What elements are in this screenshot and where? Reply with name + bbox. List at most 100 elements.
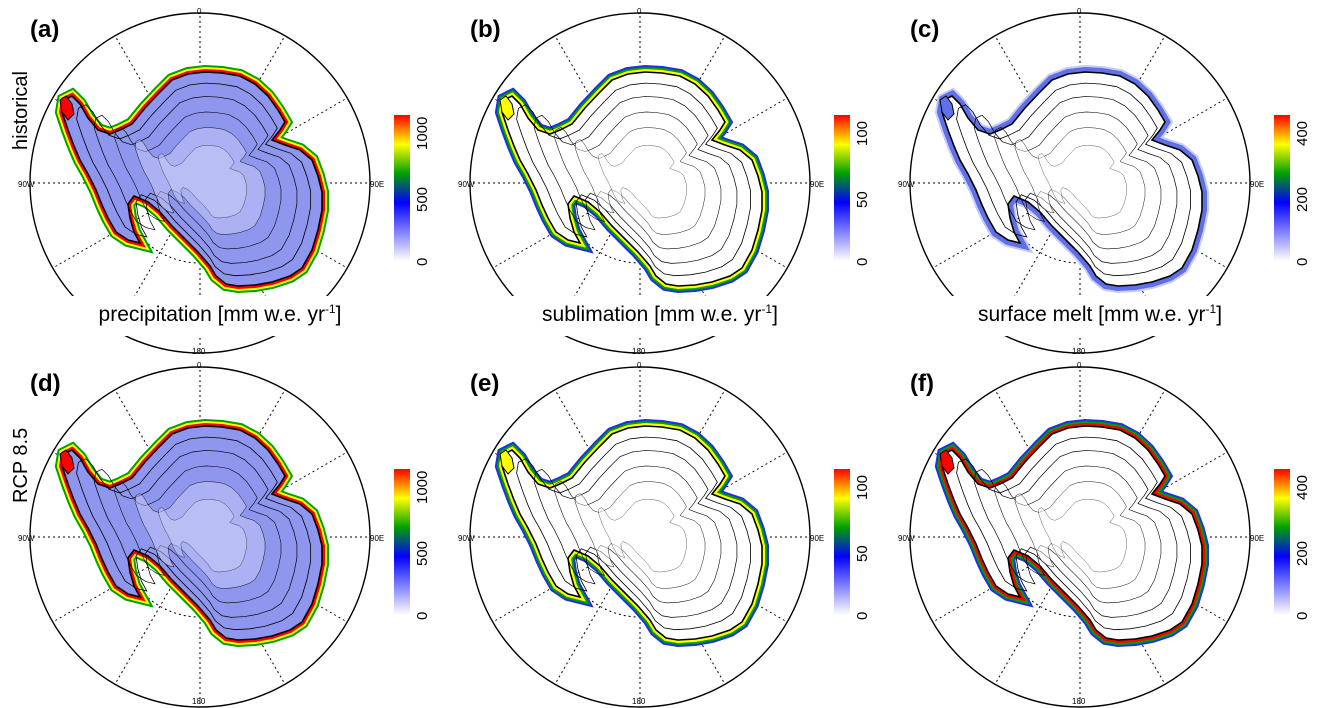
map-boundary-circle xyxy=(469,366,811,708)
longitude-label-right: 90E xyxy=(370,534,385,543)
longitude-label-right: 90E xyxy=(810,180,825,189)
longitude-label-bottom: 180 xyxy=(632,697,646,706)
map-boundary-circle xyxy=(29,366,371,708)
longitude-label-left: 90W xyxy=(458,534,475,543)
colorbar-tick-label: 200 xyxy=(1294,540,1311,566)
row-label-historical: historical xyxy=(10,71,32,150)
longitude-label-top: 0 xyxy=(1077,361,1082,370)
colorbar-tick-label: 0 xyxy=(854,257,871,266)
polar-map xyxy=(469,12,850,354)
longitude-label-left: 90W xyxy=(898,534,915,543)
longitude-label-right: 90E xyxy=(370,180,385,189)
map-boundary-circle xyxy=(29,12,371,354)
elevation-contour xyxy=(533,96,738,264)
colorbar xyxy=(394,469,410,615)
elevation-contour xyxy=(114,465,282,604)
peninsula xyxy=(939,95,955,121)
elevation-contour xyxy=(76,82,312,277)
elevation-contour xyxy=(956,436,1192,631)
coastline xyxy=(501,71,763,287)
map-boundary-circle xyxy=(909,12,1251,354)
colorbar-tick-label: 100 xyxy=(854,474,871,500)
panel-tag: (a) xyxy=(30,16,60,43)
longitude-label-bottom: 180 xyxy=(632,347,646,356)
panel-a: (a) 0 180 90W 90E 0 500 1000 precipitation [mm w… xyxy=(0,0,440,356)
variable-label-exponent: -1 xyxy=(1205,302,1217,316)
longitude-label-right: 90E xyxy=(1250,534,1265,543)
panel-tag: (e) xyxy=(470,370,500,397)
panel-e: (e) 0 180 90W 90E 0 50 100 xyxy=(440,354,880,708)
elevation-contour xyxy=(956,82,1192,277)
variable-label: surface melt [mm w.e. yr-1] xyxy=(880,302,1319,327)
map-boundary-circle xyxy=(909,366,1251,708)
label-background xyxy=(60,296,380,336)
polar-map xyxy=(29,366,410,708)
polar-map xyxy=(29,12,410,354)
polar-map xyxy=(909,12,1290,354)
colorbar xyxy=(1274,115,1290,261)
longitude-label-top: 0 xyxy=(197,361,202,370)
coastline xyxy=(501,425,763,641)
colorbar-tick-label: 1000 xyxy=(414,116,431,150)
longitude-label-right: 90E xyxy=(1250,180,1265,189)
longitude-label-left: 90W xyxy=(458,180,475,189)
map-boundary-circle xyxy=(469,12,811,354)
elevation-contour xyxy=(973,96,1178,264)
panel-f: (f) 0 180 90W 90E 0 200 400 xyxy=(880,354,1319,708)
colorbar-tick-label: 200 xyxy=(1294,186,1311,212)
colorbar-tick-label: 500 xyxy=(414,186,431,212)
elevation-contour xyxy=(1038,499,1127,573)
peninsula xyxy=(59,95,75,121)
peninsula xyxy=(499,449,515,475)
elevation-contour xyxy=(93,450,298,618)
elevation-contour xyxy=(994,465,1162,604)
colorbar-tick-label: 400 xyxy=(1294,474,1311,500)
colorbar-tick-label: 1000 xyxy=(414,470,431,504)
elevation-contour xyxy=(1038,145,1127,219)
colorbar-tick-label: 100 xyxy=(854,120,871,146)
peninsula xyxy=(59,449,75,475)
longitude-label-left: 90W xyxy=(898,180,915,189)
elevation-contour xyxy=(516,82,752,277)
row-label-rcp85: RCP 8.5 xyxy=(10,427,32,503)
elevation-contour xyxy=(76,436,312,631)
longitude-label-top: 0 xyxy=(637,7,642,16)
elevation-contour xyxy=(598,499,687,573)
elevation-contour xyxy=(973,450,1178,618)
panel-d: (d) 0 180 90W 90E 0 500 1000 xyxy=(0,354,440,708)
longitude-label-bottom: 180 xyxy=(192,347,206,356)
longitude-label-left: 90W xyxy=(18,180,35,189)
colorbar-tick-label: 500 xyxy=(414,540,431,566)
coastline xyxy=(941,425,1203,641)
colorbar-tick-label: 50 xyxy=(854,191,871,208)
variable-label-text: precipitation [mm w.e. yr xyxy=(98,303,325,326)
elevation-contour xyxy=(533,450,738,618)
colorbar-tick-label: 0 xyxy=(414,611,431,620)
panel-tag: (d) xyxy=(30,370,61,397)
polar-map xyxy=(469,366,850,708)
peninsula xyxy=(499,95,515,121)
elevation-contour xyxy=(516,436,752,631)
panel-tag: (c) xyxy=(910,16,940,43)
elevation-contour xyxy=(158,499,247,573)
peninsula xyxy=(939,449,955,475)
elevation-contour xyxy=(93,96,298,264)
longitude-label-left: 90W xyxy=(18,534,35,543)
longitude-label-right: 90E xyxy=(810,534,825,543)
elevation-contour xyxy=(158,145,247,219)
variable-label-exponent: -1 xyxy=(324,302,336,316)
longitude-label-bottom: 180 xyxy=(1072,697,1086,706)
variable-label: precipitation [mm w.e. yr-1] xyxy=(0,302,440,327)
coastline xyxy=(61,71,323,287)
colorbar-tick-label: 0 xyxy=(854,611,871,620)
label-background xyxy=(500,296,820,336)
panel-c: (c) 0 180 90W 90E 0 200 400 surface melt [mm w.e… xyxy=(880,0,1319,356)
longitude-label-top: 0 xyxy=(637,361,642,370)
meridian-line xyxy=(554,536,641,685)
meridian-line xyxy=(114,536,201,685)
colorbar xyxy=(834,469,850,615)
longitude-label-bottom: 180 xyxy=(192,697,206,706)
elevation-contour xyxy=(994,111,1162,250)
panel-b: (b) 0 180 90W 90E 0 50 100 sublimation [mm w.e. … xyxy=(440,0,880,356)
elevation-contour xyxy=(598,145,687,219)
